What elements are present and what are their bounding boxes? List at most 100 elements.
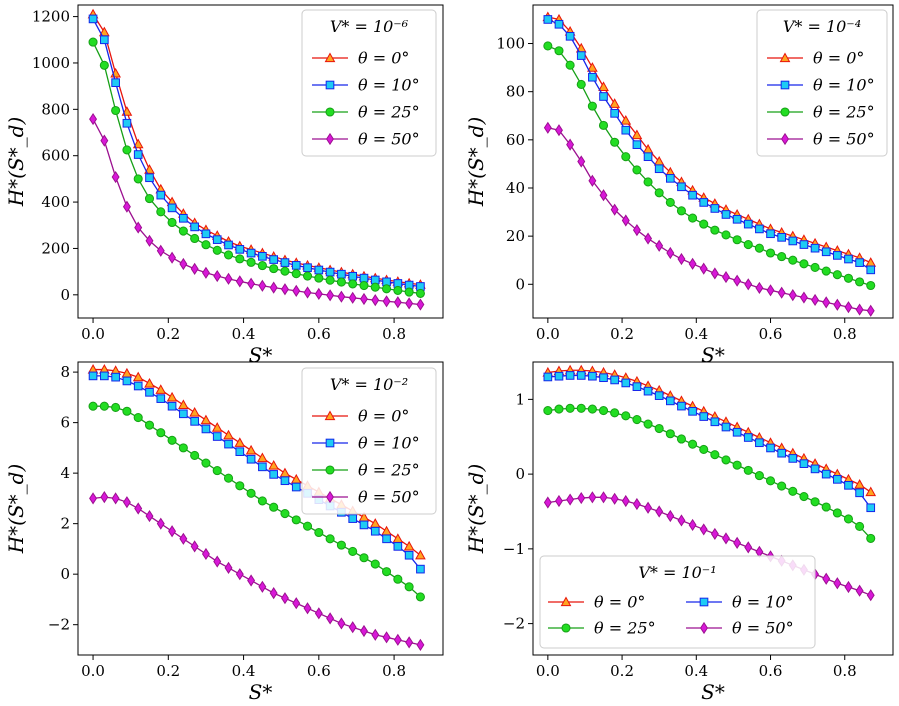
data-point xyxy=(799,259,809,269)
data-point xyxy=(654,423,664,434)
subplot-top-left: 0.0 0.2 0.4 0.6 0.8 0 200 400 600 800 1000 1200 S* H*… xyxy=(4,4,444,367)
data-point xyxy=(677,401,686,411)
data-point xyxy=(89,112,98,126)
data-point xyxy=(292,597,301,610)
legend-entry: θ = 10° xyxy=(312,76,420,95)
data-point xyxy=(336,277,346,287)
data-point xyxy=(666,246,675,260)
legend-entry: θ = 50° xyxy=(312,130,420,149)
data-point xyxy=(598,120,609,130)
data-point xyxy=(99,60,109,70)
data-point xyxy=(224,439,233,449)
axes-frame xyxy=(77,361,444,656)
legend-entry: θ = 10° xyxy=(767,76,875,95)
data-point xyxy=(168,251,177,264)
legend-label: θ = 25° xyxy=(813,103,875,122)
data-point xyxy=(213,555,222,568)
data-point xyxy=(133,150,143,159)
legend-box xyxy=(301,367,437,515)
data-point xyxy=(257,261,267,271)
data-point xyxy=(144,420,155,430)
data-point xyxy=(179,409,188,419)
data-point xyxy=(732,214,742,224)
data-point xyxy=(325,275,335,285)
data-point xyxy=(393,285,403,295)
data-point xyxy=(699,523,708,536)
data-point xyxy=(122,145,132,155)
data-point xyxy=(302,521,313,531)
data-point xyxy=(744,541,753,554)
y-tick-label: 800 xyxy=(41,100,70,118)
data-point xyxy=(632,382,642,391)
data-point xyxy=(144,377,155,388)
data-point xyxy=(643,152,653,162)
data-point xyxy=(167,435,177,445)
data-point xyxy=(609,98,620,108)
legend-marker xyxy=(324,52,336,63)
data-point xyxy=(599,189,608,202)
data-point xyxy=(821,247,831,257)
data-point xyxy=(821,502,831,512)
data-point xyxy=(733,274,742,287)
data-point xyxy=(577,491,586,505)
data-point xyxy=(610,137,620,147)
axes-frame xyxy=(532,4,894,319)
data-point xyxy=(855,584,864,597)
data-point xyxy=(201,458,211,468)
data-point xyxy=(416,564,425,574)
data-point xyxy=(336,540,346,550)
data-point xyxy=(766,443,775,453)
data-point xyxy=(246,248,256,258)
data-point xyxy=(211,422,223,432)
data-point xyxy=(865,486,877,497)
data-point xyxy=(179,213,188,223)
y-tick-label: 8 xyxy=(60,363,70,381)
data-point xyxy=(178,226,188,236)
y-tick-label: 0 xyxy=(60,565,70,583)
data-point xyxy=(610,408,620,418)
data-point xyxy=(632,497,641,511)
data-point xyxy=(382,284,392,294)
data-point xyxy=(247,277,256,290)
data-point xyxy=(621,214,630,227)
data-point xyxy=(326,289,335,302)
legend-marker xyxy=(325,107,335,117)
data-point xyxy=(392,533,404,543)
data-point xyxy=(855,488,864,498)
data-point xyxy=(111,78,120,87)
data-point xyxy=(588,174,597,187)
data-point xyxy=(688,257,697,270)
data-point xyxy=(688,439,698,449)
data-point xyxy=(866,589,875,602)
data-point xyxy=(676,206,687,216)
y-tick-label: 0 xyxy=(515,275,525,293)
data-point xyxy=(743,433,753,442)
data-point xyxy=(179,532,188,545)
data-point xyxy=(699,262,708,275)
data-point xyxy=(777,481,787,491)
legend-marker xyxy=(780,107,790,117)
subplot-bottom-right: 0.0 0.2 0.4 0.6 0.8 −2 −1 0 1 S* H*(S*_d) V* = 10⁻¹… xyxy=(464,361,894,704)
data-point xyxy=(577,155,586,168)
data-point xyxy=(382,534,391,544)
y-axis-label: H*(S*_d) xyxy=(464,464,488,555)
data-point xyxy=(223,473,234,483)
x-tick-label: 0.0 xyxy=(536,662,560,680)
data-point xyxy=(565,403,575,413)
x-tick-label: 0.4 xyxy=(684,325,708,343)
data-point xyxy=(810,497,820,507)
legend-label: θ = 10° xyxy=(358,434,420,453)
legend-entry: θ = 10° xyxy=(312,434,420,453)
y-axis-label: H*(S*_d) xyxy=(4,117,28,208)
axes-frame xyxy=(532,361,894,656)
data-point xyxy=(224,240,233,250)
legend-entry: θ = 0° xyxy=(312,49,409,68)
legend-entry: θ = 25° xyxy=(312,103,420,122)
legend-marker xyxy=(325,438,335,448)
data-point xyxy=(788,255,798,265)
data-point xyxy=(223,429,234,440)
data-point xyxy=(676,434,687,444)
data-point xyxy=(621,378,631,388)
data-point xyxy=(721,455,731,465)
legend-marker xyxy=(324,410,336,421)
